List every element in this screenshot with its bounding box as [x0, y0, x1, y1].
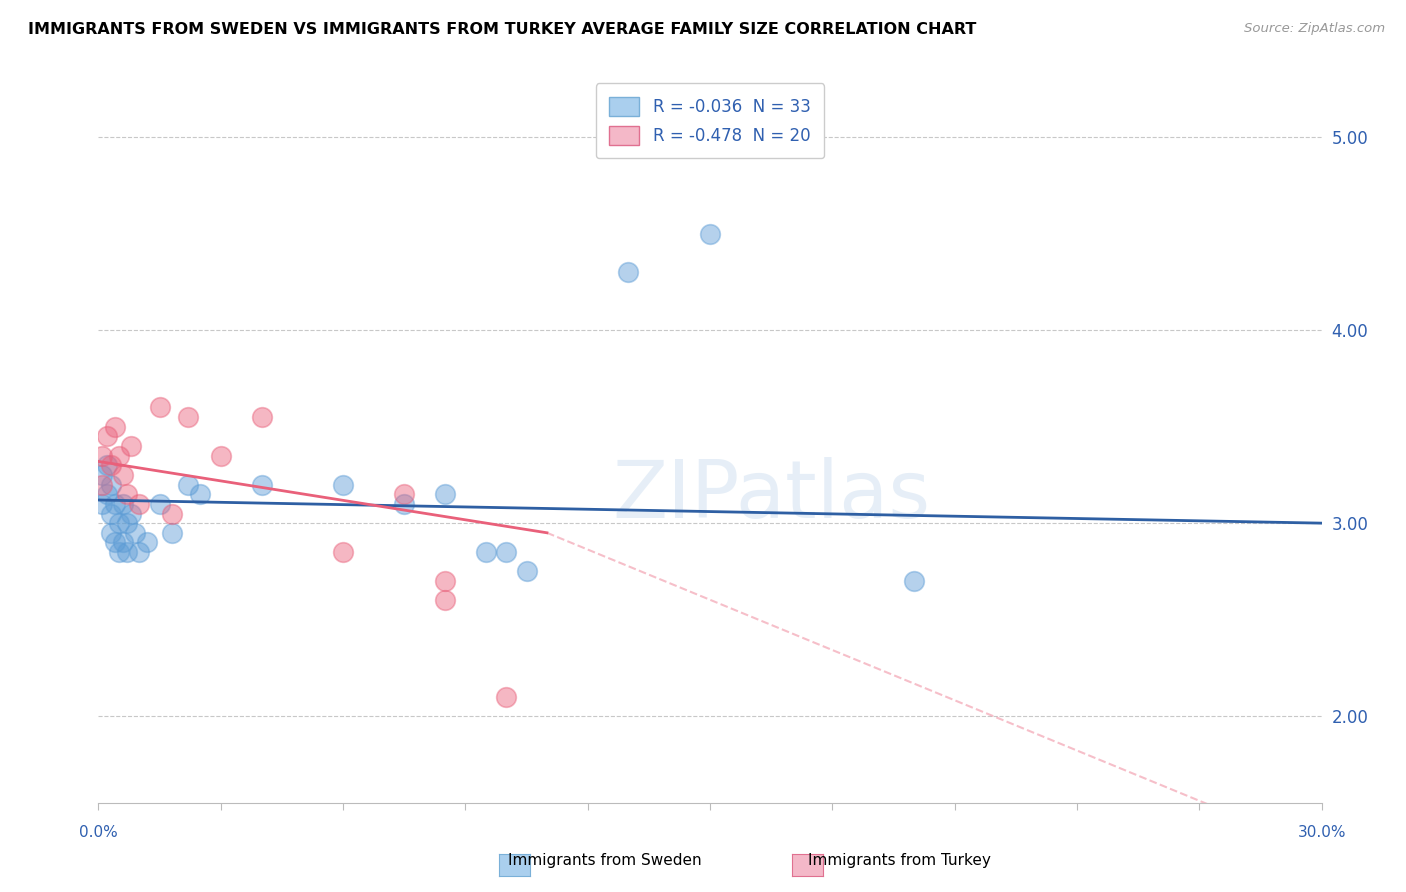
Text: 0.0%: 0.0% [79, 825, 118, 840]
Point [104, 497, 127, 511]
Point [96, 458, 118, 473]
Point [392, 487, 416, 501]
Point [332, 545, 354, 559]
Point [516, 565, 538, 579]
Point [188, 487, 212, 501]
Point [91, 497, 114, 511]
Point [111, 535, 134, 549]
Text: ZIPatlas: ZIPatlas [612, 457, 931, 535]
Point [495, 690, 517, 704]
Point [104, 535, 127, 549]
Point [495, 545, 517, 559]
Text: Immigrants from Sweden: Immigrants from Sweden [508, 854, 702, 868]
Point [434, 574, 457, 588]
Point [96, 429, 118, 443]
Point [120, 439, 142, 453]
Text: 30.0%: 30.0% [1298, 825, 1346, 840]
Point [332, 477, 354, 491]
Point [111, 467, 134, 482]
Point [434, 593, 457, 607]
Point [115, 487, 138, 501]
Point [392, 497, 416, 511]
Point [474, 545, 498, 559]
Point [250, 477, 273, 491]
Text: Immigrants from Turkey: Immigrants from Turkey [808, 854, 991, 868]
Point [160, 507, 183, 521]
Point [100, 507, 122, 521]
Point [434, 487, 457, 501]
Point [91, 467, 114, 482]
Point [115, 516, 138, 530]
Point [124, 525, 146, 540]
Text: IMMIGRANTS FROM SWEDEN VS IMMIGRANTS FROM TURKEY AVERAGE FAMILY SIZE CORRELATION: IMMIGRANTS FROM SWEDEN VS IMMIGRANTS FRO… [28, 22, 977, 37]
Point [136, 535, 159, 549]
Point [699, 227, 721, 241]
Point [177, 477, 200, 491]
Point [100, 477, 122, 491]
Point [250, 410, 273, 425]
Point [108, 516, 131, 530]
Point [91, 449, 114, 463]
Point [115, 545, 138, 559]
Point [617, 265, 640, 279]
Point [108, 449, 131, 463]
Point [160, 525, 183, 540]
Point [177, 410, 200, 425]
Point [149, 497, 172, 511]
Point [209, 449, 232, 463]
Point [91, 477, 114, 491]
Legend: R = -0.036  N = 33, R = -0.478  N = 20: R = -0.036 N = 33, R = -0.478 N = 20 [596, 83, 824, 159]
Point [111, 497, 134, 511]
Point [96, 487, 118, 501]
Point [104, 419, 127, 434]
Point [108, 545, 131, 559]
Point [903, 574, 925, 588]
Point [120, 507, 142, 521]
Text: Source: ZipAtlas.com: Source: ZipAtlas.com [1244, 22, 1385, 36]
Point [149, 401, 172, 415]
Point [100, 458, 122, 473]
Point [100, 525, 122, 540]
Point [128, 545, 150, 559]
Point [128, 497, 150, 511]
